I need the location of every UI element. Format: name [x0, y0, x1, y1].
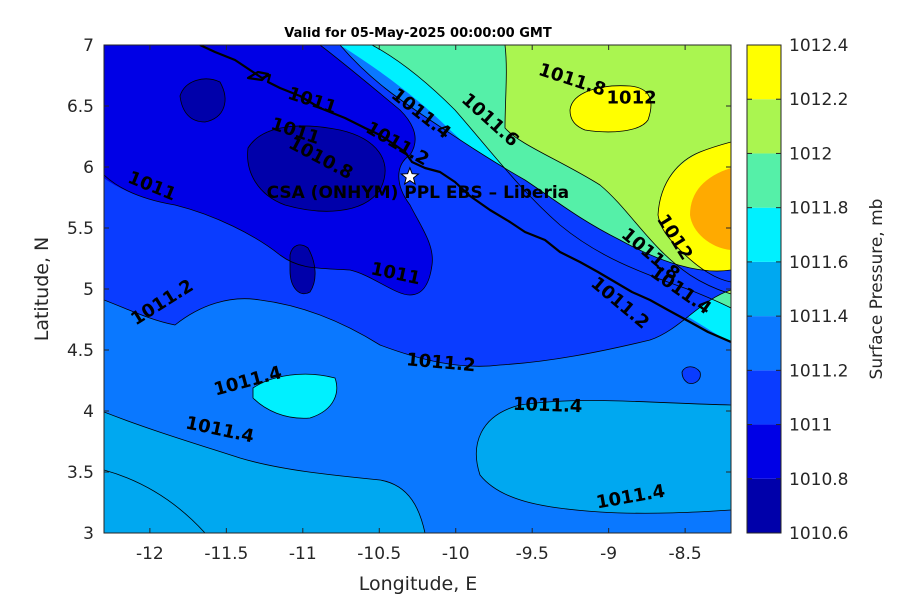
station-label: CSA (ONHYM) PPL EBS – Liberia [267, 183, 570, 203]
fill-1011-4-south-b [104, 440, 200, 533]
x-axis-label: Longitude, E [359, 573, 478, 595]
colorbar-band [747, 99, 781, 154]
fill-1011-2-blob [682, 366, 701, 384]
colorbar-band [747, 207, 781, 262]
fill-1010-8-a [180, 78, 225, 122]
contour-line [657, 141, 731, 283]
coastline [199, 45, 731, 344]
y-tick-label: 4.5 [67, 341, 94, 361]
contour-line [569, 85, 652, 133]
x-tick-label: -10 [442, 544, 470, 564]
colorbar-tick-label: 1011.6 [789, 253, 848, 273]
contour-line [179, 78, 226, 123]
colorbar-tick-label: 1010.6 [789, 524, 848, 544]
contour-label: 1011.4 [513, 394, 583, 417]
y-tick-label: 6.5 [67, 97, 94, 117]
contour-line [104, 411, 426, 533]
contour-line [476, 400, 731, 514]
contour-line [104, 45, 433, 296]
x-tick-label: -10.5 [357, 544, 401, 564]
y-tick-label: 5 [83, 280, 94, 300]
colorbar-band [747, 261, 781, 317]
colorbar: 1010.6 1010.8 1011 1011.2 1011.4 1011.6 1011.8… [746, 36, 848, 544]
colorbar-band [747, 45, 781, 100]
x-tick-label: -11.5 [204, 544, 248, 564]
fill-1010-8-c [290, 244, 316, 294]
y-tick-label: 3 [83, 524, 94, 544]
fill-1012-2-ne [690, 168, 731, 250]
fill-1010-8-b [247, 125, 386, 212]
colorbar-tick-label: 1010.8 [789, 470, 848, 490]
colorbar-label: Surface Pressure, mb [867, 199, 887, 380]
station-marker: CSA (ONHYM) PPL EBS – Liberia [267, 166, 570, 203]
contour-line [104, 289, 731, 367]
colorbar-tick-label: 1012.2 [789, 90, 848, 110]
colorbar-band [747, 478, 781, 533]
y-tick-label: 7 [83, 36, 94, 56]
fill-1011-4-island [253, 374, 337, 419]
contour-line [371, 45, 731, 309]
y-tick-label: 6 [83, 158, 94, 178]
contour-plot-area [104, 45, 731, 533]
contour-line [504, 45, 731, 295]
contour-line [247, 125, 386, 212]
fill-1011-4-south [104, 400, 731, 533]
station-star [399, 166, 420, 186]
colorbar-frame [746, 44, 782, 534]
x-tick-label: -11 [289, 544, 317, 564]
x-tick-label: -9.5 [516, 544, 549, 564]
colorbar-band [747, 153, 781, 208]
y-tick-label: 3.5 [67, 463, 94, 483]
colorbar-band [747, 424, 781, 479]
colorbar-tick-label: 1011.4 [789, 307, 848, 327]
x-axis: -12 -11.5 -11 -10.5 -10 -9.5 -9 -8.5 [136, 45, 702, 564]
colorbar-tick-label: 1011 [789, 416, 832, 436]
y-axis: 3 3.5 4 4.5 5 5.5 6 6.5 7 [67, 36, 731, 544]
chart-title: Valid for 05-May-2025 00:00:00 GMT [284, 26, 552, 41]
coastline-inlet [246, 70, 270, 82]
y-axis-label: Latitude, N [31, 237, 53, 342]
colorbar-band [747, 370, 781, 425]
contour-line [252, 373, 338, 419]
y-tick-label: 5.5 [67, 219, 94, 239]
contour-line [104, 469, 206, 533]
colorbar-tick-label: 1011.8 [789, 199, 848, 219]
fill-1012-north [570, 85, 651, 132]
colorbar-band [747, 316, 781, 371]
y-tick-label: 4 [83, 402, 94, 422]
colorbar-tick-label: 1011.2 [789, 361, 848, 381]
contour-line [339, 45, 731, 272]
contour-label: 1012 [607, 88, 657, 109]
colorbar-tick-label: 1012.4 [789, 36, 848, 56]
contour-line [681, 366, 701, 384]
x-tick-label: -9 [600, 544, 617, 564]
contour-line [289, 244, 316, 295]
x-tick-label: -8.5 [669, 544, 702, 564]
colorbar-tick-label: 1012 [789, 144, 832, 164]
x-tick-label: -12 [136, 544, 164, 564]
